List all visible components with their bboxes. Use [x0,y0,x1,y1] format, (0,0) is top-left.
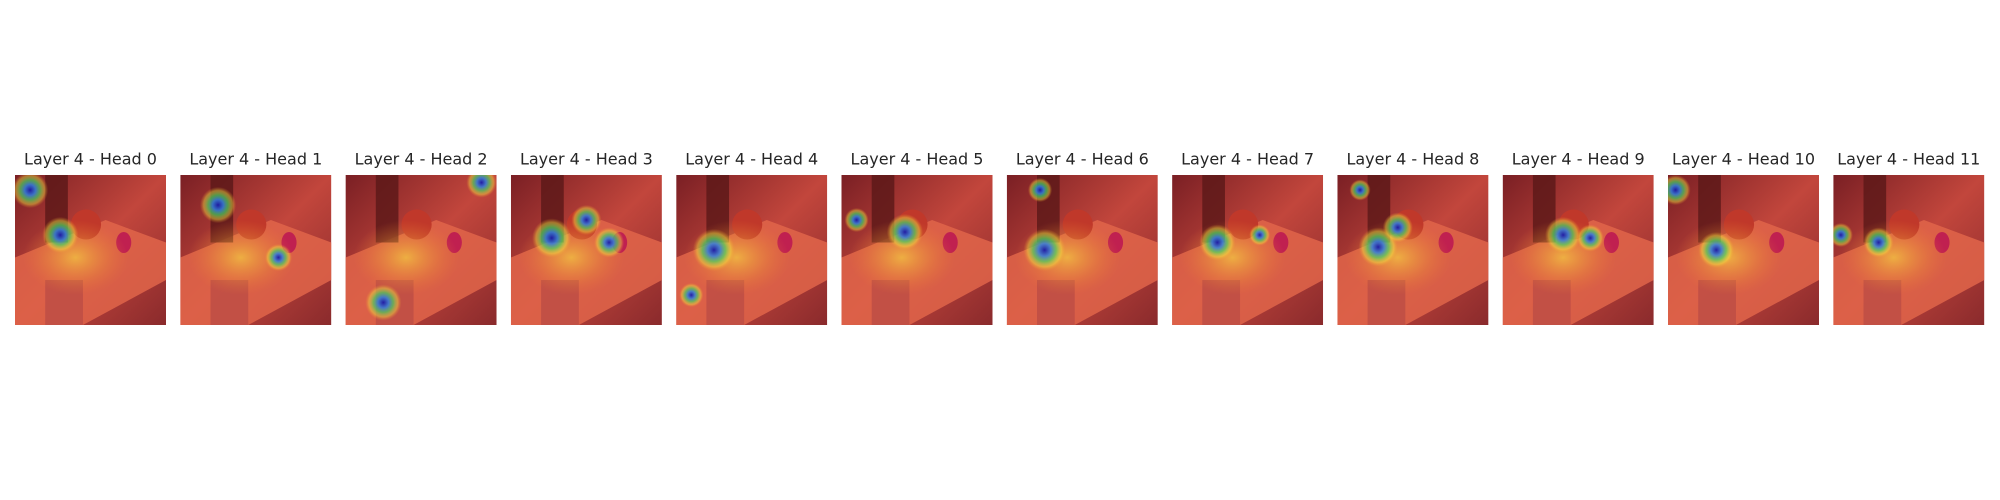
panel: Layer 4 - Head 8 [1337,150,1489,325]
heat-blob [1249,224,1271,246]
heat-blob [1833,222,1853,248]
panel-title: Layer 4 - Head 5 [851,150,984,169]
heat-blob [264,243,293,272]
heat-blob [1027,177,1053,203]
warm-glow [353,220,459,295]
heat-blob [1349,179,1371,201]
attention-image [345,175,497,325]
panel-title: Layer 4 - Head 1 [189,150,322,169]
heat-blob [1023,228,1066,272]
heat-blob [1544,216,1582,254]
heat-blob [15,175,49,209]
heat-blob [1199,224,1236,261]
heat-blob [1698,231,1735,269]
heat-blob [199,186,237,224]
attention-image [180,175,332,325]
heat-blob [886,213,924,251]
panel: Layer 4 - Head 2 [345,150,497,325]
attention-image [841,175,993,325]
warm-glow [187,220,294,295]
heat-blob [42,216,79,254]
heat-blob [692,228,736,272]
attention-image [15,175,166,325]
panel-title: Layer 4 - Head 2 [355,150,488,169]
panel: Layer 4 - Head 0 [15,150,166,325]
heat-blob [844,207,869,233]
panel-title: Layer 4 - Head 11 [1837,150,1980,169]
heat-blob [593,227,625,258]
attention-image [510,175,662,325]
panel: Layer 4 - Head 10 [1668,150,1819,325]
panel-title: Layer 4 - Head 0 [24,150,157,169]
heat-blob [466,175,497,198]
panel: Layer 4 - Head 9 [1502,150,1654,325]
attention-image [1502,175,1654,325]
heat-blob [532,218,572,258]
heat-blob [1863,227,1894,258]
attention-image [1006,175,1158,325]
warm-glow [1840,220,1947,295]
panel-title: Layer 4 - Head 9 [1512,150,1645,169]
panel-title: Layer 4 - Head 7 [1181,150,1314,169]
panel-title: Layer 4 - Head 3 [520,150,653,169]
heat-blob [1576,224,1604,252]
panel: Layer 4 - Head 5 [841,150,993,325]
attention-image [1668,175,1819,325]
attention-image [1833,175,1985,325]
panel: Layer 4 - Head 4 [676,150,828,325]
panel: Layer 4 - Head 1 [180,150,332,325]
attention-image [676,175,828,325]
panel-title: Layer 4 - Head 4 [685,150,818,169]
attention-image [1337,175,1489,325]
warm-glow [849,220,955,295]
panel: Layer 4 - Head 6 [1006,150,1158,325]
panel-title: Layer 4 - Head 10 [1672,150,1815,169]
heat-blob [679,282,704,308]
panel: Layer 4 - Head 7 [1172,150,1324,325]
panel-title: Layer 4 - Head 6 [1016,150,1149,169]
heat-blob [1382,212,1413,243]
heat-blob [571,204,602,236]
panel: Layer 4 - Head 11 [1833,150,1985,325]
panel-title: Layer 4 - Head 8 [1346,150,1479,169]
panel: Layer 4 - Head 3 [510,150,662,325]
heat-blob [365,284,402,321]
attention-image [1172,175,1324,325]
heat-blob [1668,175,1691,206]
